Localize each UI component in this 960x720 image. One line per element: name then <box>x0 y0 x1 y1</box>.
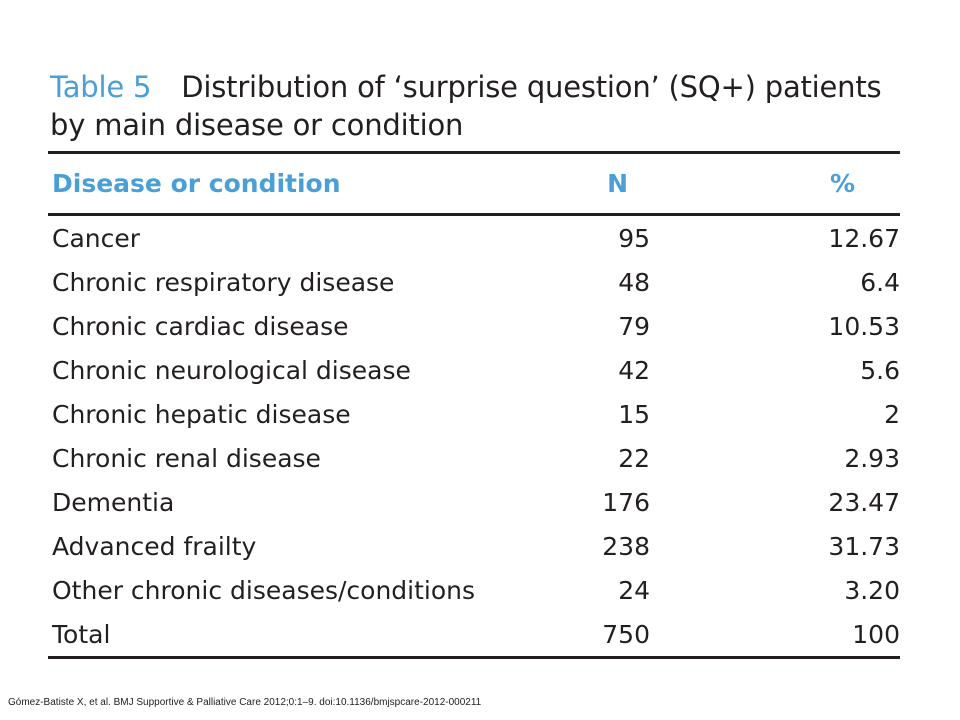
row-n: 15 <box>618 400 650 429</box>
table-number: Table 5 <box>50 70 152 104</box>
header-disease: Disease or condition <box>52 169 341 198</box>
row-n: 48 <box>618 268 650 297</box>
row-disease: Other chronic diseases/conditions <box>52 576 476 605</box>
row-percent: 23.47 <box>828 488 900 517</box>
table-caption: Table 5 Distribution of ‘surprise questio… <box>50 68 910 144</box>
row-disease: Dementia <box>52 488 175 517</box>
table-row: Chronic renal disease 22 2.93 <box>48 437 900 481</box>
table-bottom-rule <box>48 656 900 659</box>
row-n: 750 <box>602 620 650 649</box>
row-percent: 100 <box>852 620 900 649</box>
row-disease: Cancer <box>52 224 141 253</box>
row-n: 22 <box>618 444 650 473</box>
header-n: N <box>607 169 628 198</box>
table-header-rule <box>48 213 900 216</box>
row-disease: Chronic respiratory disease <box>52 268 395 297</box>
row-disease: Chronic cardiac disease <box>52 312 349 341</box>
table-row: Chronic cardiac disease 79 10.53 <box>48 305 900 349</box>
row-disease: Chronic neurological disease <box>52 356 411 385</box>
table-body: Cancer 95 12.67 Chronic respiratory dise… <box>48 217 900 657</box>
table-row: Other chronic diseases/conditions 24 3.2… <box>48 569 900 613</box>
row-disease: Chronic renal disease <box>52 444 321 473</box>
table-row: Chronic respiratory disease 48 6.4 <box>48 261 900 305</box>
row-n: 42 <box>618 356 650 385</box>
table-row: Cancer 95 12.67 <box>48 217 900 261</box>
table-title: Distribution of ‘surprise question’ (SQ+… <box>50 70 882 142</box>
table-row-total: Total 750 100 <box>48 613 900 657</box>
citation-footer: Gómez-Batiste X, et al. BMJ Supportive &… <box>8 697 482 708</box>
row-percent: 6.4 <box>860 268 900 297</box>
row-percent: 12.67 <box>828 224 900 253</box>
row-n: 79 <box>618 312 650 341</box>
header-percent: % <box>829 169 855 198</box>
table-row: Dementia 176 23.47 <box>48 481 900 525</box>
row-n: 24 <box>618 576 650 605</box>
row-percent: 10.53 <box>828 312 900 341</box>
table-row: Chronic neurological disease 42 5.6 <box>48 349 900 393</box>
row-disease: Chronic hepatic disease <box>52 400 351 429</box>
table-top-rule <box>48 151 900 154</box>
row-percent: 31.73 <box>828 532 900 561</box>
row-disease: Total <box>52 620 111 649</box>
row-disease: Advanced frailty <box>52 532 257 561</box>
row-percent: 2.93 <box>844 444 900 473</box>
row-percent: 3.20 <box>844 576 900 605</box>
row-n: 238 <box>602 532 650 561</box>
row-n: 95 <box>618 224 650 253</box>
table-row: Chronic hepatic disease 15 2 <box>48 393 900 437</box>
table-row: Advanced frailty 238 31.73 <box>48 525 900 569</box>
row-percent: 5.6 <box>860 356 900 385</box>
row-percent: 2 <box>884 400 900 429</box>
row-n: 176 <box>602 488 650 517</box>
table-header: Disease or condition N % <box>48 162 900 206</box>
